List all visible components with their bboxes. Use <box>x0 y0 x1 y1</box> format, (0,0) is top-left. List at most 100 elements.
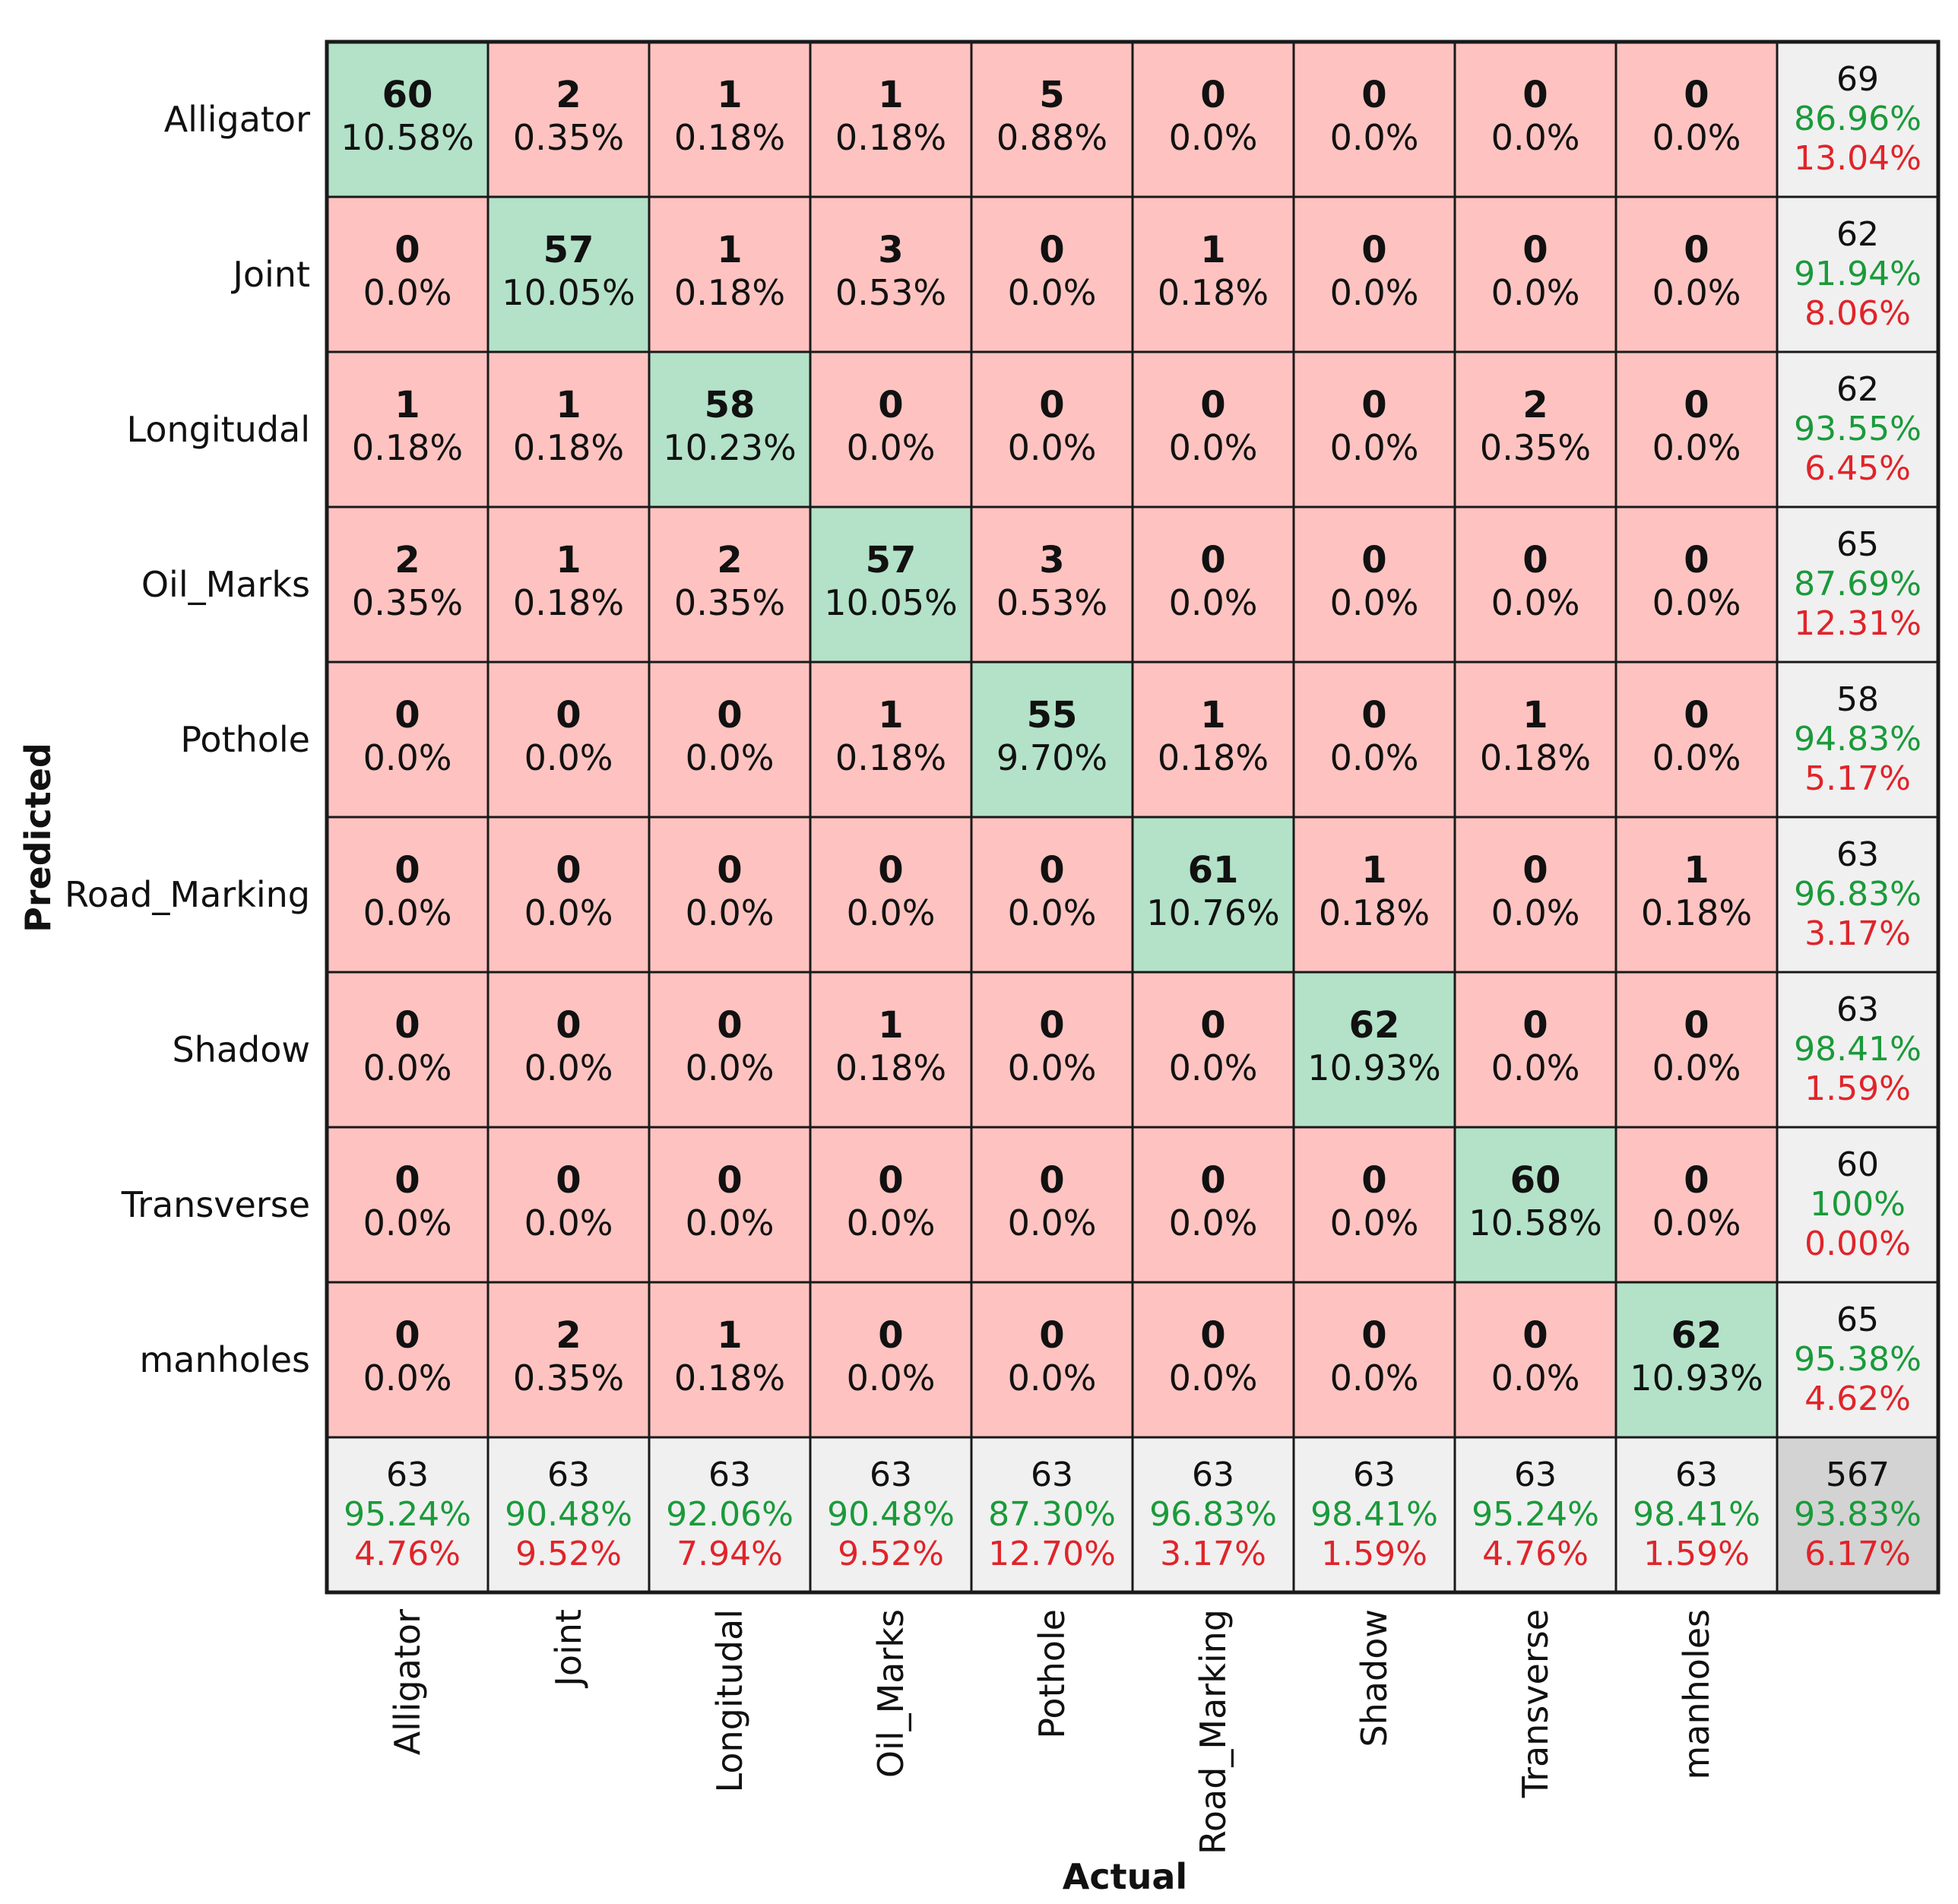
cell-percent: 0.0% <box>1330 737 1419 778</box>
x-tick-label: Road_Marking <box>1193 1609 1234 1855</box>
off-diagonal-cell <box>1292 1126 1456 1284</box>
off-diagonal-cell <box>486 1281 651 1439</box>
off-diagonal-cell <box>648 816 812 974</box>
cell-percent: 0.0% <box>1652 737 1741 778</box>
cell-count: 0 <box>1684 229 1709 271</box>
col-summary-cell <box>970 1436 1134 1594</box>
diagonal-cell <box>1292 971 1456 1129</box>
row-summary-total: 65 <box>1836 525 1879 564</box>
cell-percent: 0.0% <box>363 272 452 313</box>
cell-count: 61 <box>1188 849 1239 892</box>
cell-percent: 9.70% <box>996 737 1107 778</box>
off-diagonal-cell <box>325 505 489 664</box>
col-summary-total: 63 <box>1675 1456 1718 1494</box>
row-summary-correct: 98.41% <box>1794 1030 1922 1069</box>
cell-count: 0 <box>394 694 420 737</box>
row-summary-total: 63 <box>1836 990 1879 1029</box>
col-summary-total: 63 <box>1192 1456 1234 1494</box>
cell-percent: 0.18% <box>1641 892 1752 933</box>
off-diagonal-cell <box>648 1126 812 1284</box>
col-summary-error: 4.76% <box>1482 1535 1589 1573</box>
cell-percent: 0.0% <box>1008 272 1097 313</box>
cell-percent: 0.0% <box>1652 117 1741 158</box>
cell-percent: 10.93% <box>1307 1047 1440 1088</box>
cell-count: 2 <box>1522 384 1548 426</box>
x-tick-label: Transverse <box>1515 1609 1556 1798</box>
row-summary-total: 58 <box>1836 680 1879 719</box>
cell-count: 0 <box>878 384 903 426</box>
cell-percent: 0.0% <box>363 1047 452 1088</box>
cell-percent: 0.0% <box>847 892 936 933</box>
diagonal-cell <box>809 505 973 664</box>
cell-count: 62 <box>1671 1314 1722 1357</box>
off-diagonal-cell <box>1292 1281 1456 1439</box>
col-summary-correct: 98.41% <box>1633 1495 1760 1534</box>
matrix-border <box>325 40 1941 1595</box>
row-summary-total: 65 <box>1836 1300 1879 1339</box>
cell-count: 0 <box>1361 1159 1386 1202</box>
col-summary-error: 1.59% <box>1321 1535 1427 1573</box>
row-summary-correct: 95.38% <box>1794 1340 1922 1379</box>
cell-count: 0 <box>1522 74 1548 116</box>
cell-count: 0 <box>394 1314 420 1357</box>
cell-count: 1 <box>1361 849 1386 892</box>
cell-percent: 0.0% <box>1652 272 1741 313</box>
cell-count: 0 <box>556 849 581 892</box>
cell-count: 0 <box>717 1004 742 1047</box>
y-tick-label: Shadow <box>172 1029 310 1070</box>
cell-count: 1 <box>556 539 581 581</box>
x-tick-label: Oil_Marks <box>870 1609 911 1778</box>
cell-percent: 0.0% <box>1491 117 1580 158</box>
cell-count: 0 <box>1200 384 1225 426</box>
off-diagonal-cell <box>648 661 812 819</box>
cell-count: 1 <box>394 384 420 426</box>
off-diagonal-cell <box>1131 1281 1295 1439</box>
cell-percent: 0.18% <box>674 1358 785 1399</box>
cell-count: 0 <box>1039 1159 1064 1202</box>
cell-count: 0 <box>1200 1314 1225 1357</box>
col-summary-total: 63 <box>1353 1456 1396 1494</box>
row-summary-total: 60 <box>1836 1145 1879 1184</box>
row-summary-error: 13.04% <box>1794 139 1922 178</box>
cell-percent: 0.0% <box>847 1358 936 1399</box>
col-summary-correct: 96.83% <box>1149 1495 1277 1534</box>
off-diagonal-cell <box>648 1281 812 1439</box>
col-summary-total: 63 <box>1031 1456 1073 1494</box>
row-summary-total: 63 <box>1836 835 1879 874</box>
cell-count: 0 <box>878 849 903 892</box>
off-diagonal-cell <box>970 1126 1134 1284</box>
cell-percent: 0.0% <box>524 1202 613 1243</box>
col-summary-total: 63 <box>870 1456 912 1494</box>
y-tick-label: Pothole <box>180 719 310 760</box>
cell-count: 0 <box>1361 694 1386 737</box>
cell-percent: 0.18% <box>835 1047 946 1088</box>
off-diagonal-cell <box>325 661 489 819</box>
y-tick-label: Longitudal <box>127 409 310 450</box>
cell-percent: 0.0% <box>1652 582 1741 623</box>
cell-percent: 10.93% <box>1630 1358 1763 1399</box>
row-summary-error: 1.59% <box>1804 1069 1911 1108</box>
cell-count: 55 <box>1027 694 1078 737</box>
x-tick-label: Alligator <box>387 1609 428 1755</box>
col-summary-cell <box>1292 1436 1456 1594</box>
row-summary-cell <box>1776 505 1940 664</box>
off-diagonal-cell <box>809 816 973 974</box>
col-summary-error: 12.70% <box>988 1535 1116 1573</box>
cell-percent: 0.0% <box>363 737 452 778</box>
y-tick-label: Oil_Marks <box>141 564 310 605</box>
off-diagonal-cell <box>1453 816 1617 974</box>
off-diagonal-cell <box>486 350 651 508</box>
col-summary-cell <box>809 1436 973 1594</box>
cell-count: 1 <box>1200 229 1225 271</box>
off-diagonal-cell <box>809 1281 973 1439</box>
cell-percent: 0.0% <box>524 737 613 778</box>
cell-count: 1 <box>717 74 742 116</box>
col-summary-error: 9.52% <box>515 1535 622 1573</box>
cell-count: 62 <box>1349 1004 1400 1047</box>
x-axis-title: Actual <box>1063 1856 1187 1897</box>
cell-count: 3 <box>878 229 903 271</box>
cell-count: 1 <box>717 229 742 271</box>
cell-percent: 0.0% <box>1169 117 1258 158</box>
off-diagonal-cell <box>970 816 1134 974</box>
cell-count: 0 <box>1522 229 1548 271</box>
